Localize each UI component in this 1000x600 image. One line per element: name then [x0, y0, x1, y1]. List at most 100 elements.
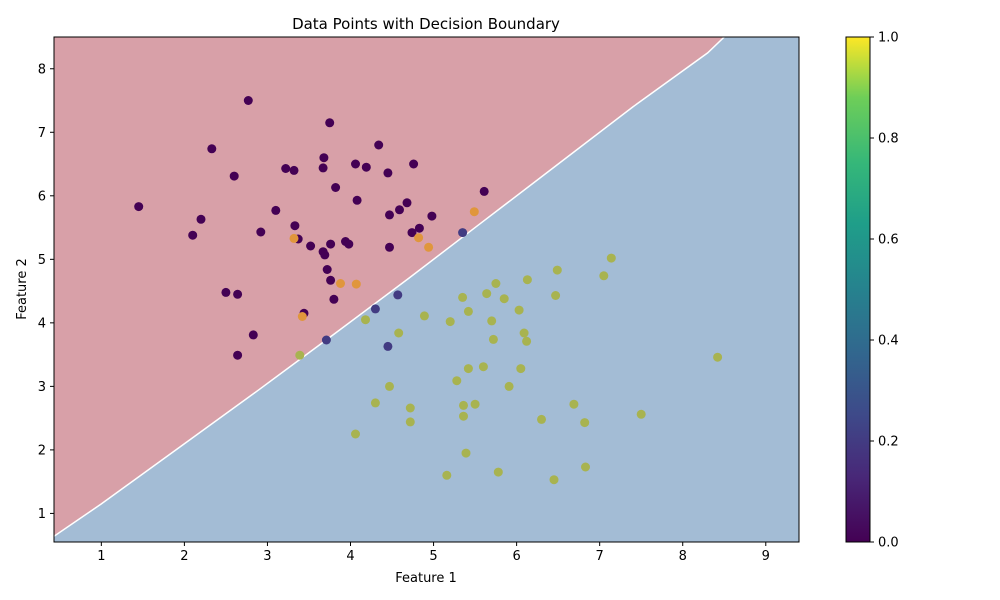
data-point: [458, 292, 468, 302]
y-axis-label: Feature 2: [15, 258, 30, 320]
data-point: [196, 214, 206, 224]
data-point: [329, 294, 339, 304]
data-point: [452, 376, 462, 386]
data-point: [326, 275, 336, 285]
data-point: [325, 118, 335, 128]
colorbar-tick-label: 0.4: [878, 334, 899, 349]
data-point: [479, 186, 489, 196]
data-point: [394, 328, 404, 338]
data-point: [344, 239, 354, 249]
colorbar-tick-label: 0.6: [878, 233, 899, 248]
data-point: [297, 312, 307, 321]
data-point: [290, 221, 300, 231]
data-point: [134, 202, 144, 212]
data-point: [322, 265, 332, 274]
chart-title: Data Points with Decision Boundary: [292, 15, 560, 33]
colorbar: 0.0 0.2 0.4 0.6 0.8 1.0: [845, 31, 899, 551]
data-point: [402, 198, 412, 208]
data-point: [445, 317, 455, 327]
data-point: [318, 163, 328, 173]
data-point: [188, 230, 198, 240]
data-point: [393, 290, 403, 300]
data-point: [321, 335, 331, 345]
data-point: [581, 462, 590, 472]
decision-region-upper: [54, 37, 725, 537]
data-point: [351, 279, 361, 289]
x-tick-label: 7: [596, 549, 604, 564]
data-point: [514, 305, 524, 315]
data-point: [519, 328, 529, 338]
data-point: [458, 228, 468, 238]
y-tick-label: 7: [38, 126, 46, 141]
data-point: [248, 330, 258, 340]
x-tick-label: 8: [679, 549, 687, 564]
colorbar-tick-label: 1.0: [878, 31, 899, 46]
y-tick-label: 3: [38, 380, 46, 395]
data-point: [361, 162, 371, 172]
plot-frame: [53, 36, 800, 543]
data-point: [552, 265, 562, 275]
y-tick-label: 1: [38, 507, 46, 522]
data-point: [713, 352, 723, 362]
data-point: [319, 153, 329, 163]
data-point: [407, 228, 417, 238]
data-point: [409, 159, 419, 169]
data-point: [424, 242, 434, 252]
data-point: [352, 195, 362, 205]
data-point: [395, 205, 404, 215]
x-tick-label: 6: [512, 549, 520, 564]
data-point: [580, 418, 590, 428]
data-point: [361, 315, 370, 325]
data-point: [289, 165, 299, 175]
data-point: [405, 403, 415, 413]
data-point: [351, 429, 360, 439]
data-point: [414, 233, 424, 243]
data-point: [370, 304, 380, 314]
x-tick-label: 1: [97, 549, 105, 564]
data-point: [233, 289, 243, 299]
data-point: [569, 399, 579, 409]
x-tick-label: 5: [429, 549, 437, 564]
x-axis-label: Feature 1: [395, 571, 457, 586]
data-point: [470, 399, 480, 409]
colorbar-ticks: 0.0 0.2 0.4 0.6 0.8 1.0: [870, 31, 899, 551]
decision-region-lower: [54, 37, 799, 542]
plot-area: [54, 37, 799, 542]
data-point: [271, 205, 281, 215]
data-point: [385, 242, 394, 252]
y-tick-label: 2: [38, 443, 46, 458]
data-point: [478, 362, 488, 372]
data-point: [487, 316, 497, 326]
data-point: [306, 241, 316, 251]
data-point: [636, 409, 646, 419]
data-point: [414, 223, 424, 233]
data-point: [229, 171, 239, 181]
data-point: [463, 364, 473, 374]
data-point: [289, 233, 299, 243]
data-point: [522, 336, 532, 346]
colorbar-tick-label: 0.8: [878, 132, 899, 147]
data-point: [385, 381, 394, 391]
data-point: [331, 183, 341, 192]
data-point: [499, 294, 509, 304]
x-tick-label: 9: [762, 549, 770, 564]
y-tick-label: 4: [38, 316, 46, 331]
data-point: [491, 279, 501, 288]
data-point: [488, 334, 498, 344]
colorbar-tick-label: 0.0: [878, 536, 899, 551]
data-points: [134, 96, 723, 485]
data-point: [516, 364, 526, 374]
data-point: [281, 164, 291, 173]
data-point: [221, 287, 231, 297]
data-point: [320, 250, 330, 260]
data-point: [606, 253, 616, 263]
data-point: [419, 311, 429, 321]
data-point: [482, 289, 492, 299]
data-point: [243, 96, 253, 105]
x-tick-label: 3: [263, 549, 271, 564]
data-point: [370, 398, 380, 408]
data-point: [459, 400, 468, 410]
x-tick-label: 4: [346, 549, 354, 564]
data-point: [549, 475, 559, 485]
